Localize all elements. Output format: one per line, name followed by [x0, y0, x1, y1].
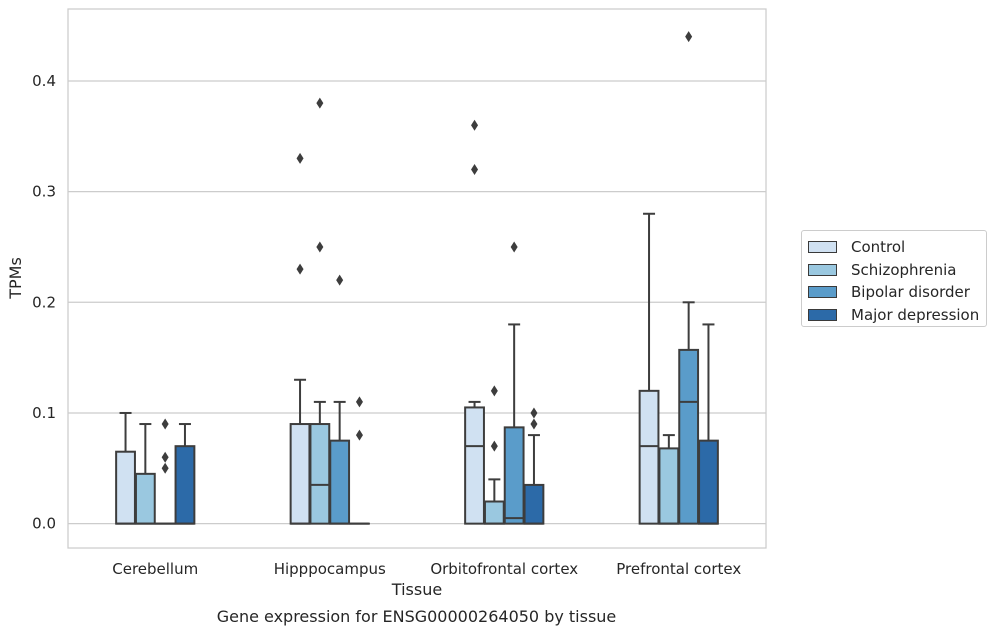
outlier-point: [355, 396, 363, 408]
y-tick-labels: 0.0 0.1 0.2 0.3 0.4: [32, 72, 56, 533]
outlier-point: [685, 31, 693, 43]
outlier-point: [355, 429, 363, 441]
legend-swatch: [808, 286, 837, 299]
y-tick-label: 0.2: [32, 293, 56, 311]
outlier-point: [316, 97, 324, 109]
outlier-point: [161, 451, 169, 463]
legend: Control Schizophrenia Bipolar disorder Majo…: [801, 230, 987, 327]
outlier-point: [161, 462, 169, 474]
box-major-depression: [349, 396, 370, 525]
outlier-point: [530, 418, 538, 430]
legend-swatch: [808, 263, 837, 276]
outlier-point: [530, 407, 538, 419]
box: [503, 426, 525, 525]
box-schizophrenia: [658, 434, 680, 525]
box-major-depression: [523, 407, 545, 525]
y-tick-label: 0.3: [32, 183, 56, 201]
outlier-point: [490, 440, 498, 452]
box: [638, 389, 660, 525]
box: [483, 500, 505, 525]
x-tick-label: Orbitofrontal cortex: [430, 560, 578, 578]
outlier-point: [336, 274, 344, 286]
box: [174, 445, 196, 525]
legend-label: Major depression: [851, 305, 980, 324]
x-axis-label: Tissue: [391, 580, 442, 599]
box: [464, 406, 485, 525]
y-axis-label: TPMs: [6, 257, 25, 300]
box-schizophrenia: [309, 97, 331, 525]
box-series: [115, 31, 719, 525]
outlier-point: [296, 152, 304, 164]
box: [678, 348, 700, 525]
box-bipolar-disorder: [329, 274, 351, 525]
x-tick-label: Hipppocampus: [274, 560, 386, 578]
box-schizophrenia: [483, 385, 505, 525]
x-tick-label: Cerebellum: [112, 560, 198, 578]
legend-item: Major depression: [808, 304, 986, 327]
figure-caption: Gene expression for ENSG00000264050 by t…: [216, 607, 617, 626]
box: [698, 439, 719, 525]
plot-frame: [67, 8, 767, 549]
outlier-point: [296, 263, 304, 275]
box-bipolar-disorder: [503, 241, 525, 525]
x-tick-labels: Cerebellum Hipppocampus Orbitofrontal cort…: [112, 560, 741, 578]
box-control: [289, 152, 311, 525]
outlier-point: [161, 418, 169, 430]
box-schizophrenia: [134, 423, 156, 525]
legend-item: Control: [808, 236, 986, 259]
box-bipolar-disorder: [678, 31, 700, 525]
box-major-depression: [174, 423, 196, 525]
box-major-depression: [698, 323, 719, 525]
legend-swatch: [808, 308, 837, 321]
box-control: [115, 411, 136, 525]
legend-item: Bipolar disorder: [808, 281, 986, 304]
box-control: [638, 212, 660, 525]
legend-label: Bipolar disorder: [851, 283, 970, 302]
outlier-point: [510, 241, 518, 253]
box-control: [464, 119, 485, 525]
box: [309, 423, 331, 525]
outlier-point: [316, 241, 324, 253]
y-tick-label: 0.0: [32, 515, 56, 533]
x-tick-label: Prefrontal cortex: [616, 560, 741, 578]
outlier-point: [490, 385, 498, 397]
box: [658, 447, 680, 525]
y-tick-label: 0.4: [32, 72, 56, 90]
legend-label: Control: [851, 238, 906, 257]
legend-label: Schizophrenia: [851, 260, 957, 279]
box: [115, 450, 136, 525]
box-bipolar-disorder: [154, 418, 176, 525]
box: [289, 423, 311, 525]
legend-swatch: [808, 241, 837, 254]
box: [523, 483, 545, 525]
box: [329, 439, 351, 525]
y-tick-label: 0.1: [32, 404, 56, 422]
outlier-point: [471, 119, 479, 131]
outlier-point: [471, 163, 479, 175]
box: [134, 472, 156, 525]
legend-item: Schizophrenia: [808, 259, 986, 282]
